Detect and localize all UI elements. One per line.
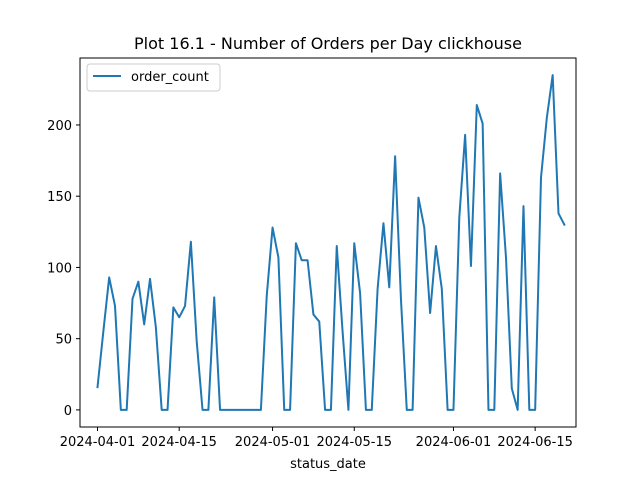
series-layer [96,74,566,411]
x-axis-label: status_date [290,457,366,472]
y-tick-label: 50 [55,333,72,348]
chart-title: Plot 16.1 - Number of Orders per Day cli… [134,34,522,53]
y-tick-label: 150 [47,190,72,205]
axes-frame [79,57,577,428]
x-tick-label: 2024-05-15 [316,435,392,450]
legend-label-order-count: order_count [131,70,209,85]
y-tick-label: 100 [47,261,72,276]
y-axis: 0 50 100 150 200 [47,119,80,419]
x-tick-label: 2024-05-01 [235,435,311,450]
x-tick-label: 2024-04-01 [60,435,136,450]
x-axis: 2024-04-01 2024-04-15 2024-05-01 2024-05-15… [60,427,573,450]
y-tick-label: 0 [64,404,72,419]
plot-area [79,57,577,428]
legend-box [86,63,221,92]
legend: order_count [86,63,221,92]
y-tick-label: 200 [47,119,72,134]
x-tick-label: 2024-06-15 [497,435,573,450]
x-tick-label: 2024-04-15 [141,435,217,450]
x-tick-label: 2024-06-01 [416,435,492,450]
